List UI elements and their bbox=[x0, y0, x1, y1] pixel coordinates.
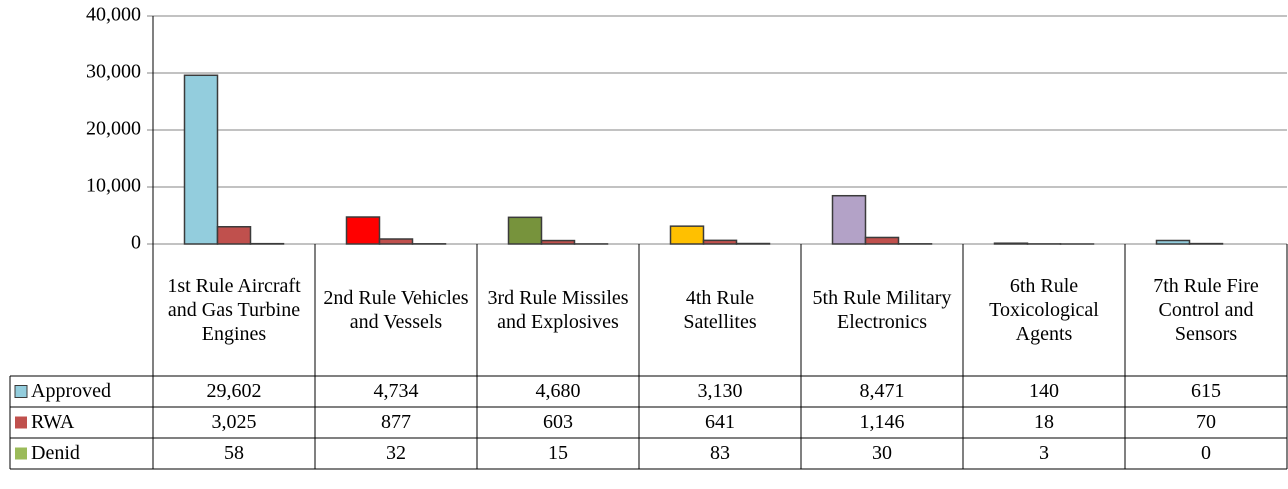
table-cell: 603 bbox=[543, 411, 573, 433]
table-cell: 0 bbox=[1201, 442, 1211, 464]
table-cell: 877 bbox=[381, 411, 411, 433]
bar bbox=[507, 216, 543, 245]
table-cell: 29,602 bbox=[207, 380, 262, 402]
table-cell: 30 bbox=[872, 442, 892, 464]
bar bbox=[216, 226, 252, 245]
category-label: 4th Rule Satellites bbox=[683, 287, 757, 333]
table-cell: 58 bbox=[224, 442, 244, 464]
table-cell: 4,680 bbox=[536, 380, 581, 402]
table-cell: 32 bbox=[386, 442, 406, 464]
category-label: 3rd Rule Missiles and Explosives bbox=[487, 287, 629, 333]
table-cell: 641 bbox=[705, 411, 735, 433]
table-cell: 3 bbox=[1039, 442, 1049, 464]
y-tick-label: 30,000 bbox=[86, 61, 141, 83]
table-cell: 140 bbox=[1029, 380, 1059, 402]
bar bbox=[702, 239, 738, 245]
table-cell: 70 bbox=[1196, 411, 1216, 433]
table-cell: 8,471 bbox=[860, 380, 905, 402]
bar bbox=[831, 194, 867, 245]
y-tick-label: 0 bbox=[131, 232, 141, 254]
category-label: 6th Rule Toxicological Agents bbox=[989, 275, 1099, 345]
y-tick-label: 20,000 bbox=[86, 118, 141, 140]
legend-marker bbox=[14, 385, 28, 398]
bar bbox=[378, 238, 414, 245]
table-cell: 615 bbox=[1191, 380, 1221, 402]
bar bbox=[1155, 239, 1191, 245]
y-tick-label: 10,000 bbox=[86, 175, 141, 197]
legend-marker bbox=[15, 416, 27, 429]
bar bbox=[540, 239, 576, 245]
bar bbox=[864, 236, 900, 245]
table-cell: 18 bbox=[1034, 411, 1054, 433]
table-cell: 3,130 bbox=[698, 380, 743, 402]
category-label: 2nd Rule Vehicles and Vessels bbox=[323, 287, 469, 333]
table-cell: 15 bbox=[548, 442, 568, 464]
bar bbox=[345, 216, 381, 245]
table-cell: 1,146 bbox=[860, 411, 905, 433]
bar bbox=[669, 225, 705, 245]
y-tick-label: 40,000 bbox=[86, 4, 141, 26]
table-cell: 3,025 bbox=[212, 411, 257, 433]
legend-label: Denid bbox=[31, 442, 80, 464]
category-label: 7th Rule Fire Control and Sensors bbox=[1153, 275, 1259, 345]
table-cell: 83 bbox=[710, 442, 730, 464]
legend-marker bbox=[15, 447, 27, 460]
bar bbox=[183, 74, 219, 245]
table-cell: 4,734 bbox=[374, 380, 419, 402]
category-label: 5th Rule Military Electronics bbox=[812, 287, 952, 333]
legend-label: Approved bbox=[31, 380, 111, 402]
legend-label: RWA bbox=[31, 411, 75, 433]
category-label: 1st Rule Aircraft and Gas Turbine Engine… bbox=[167, 275, 301, 345]
